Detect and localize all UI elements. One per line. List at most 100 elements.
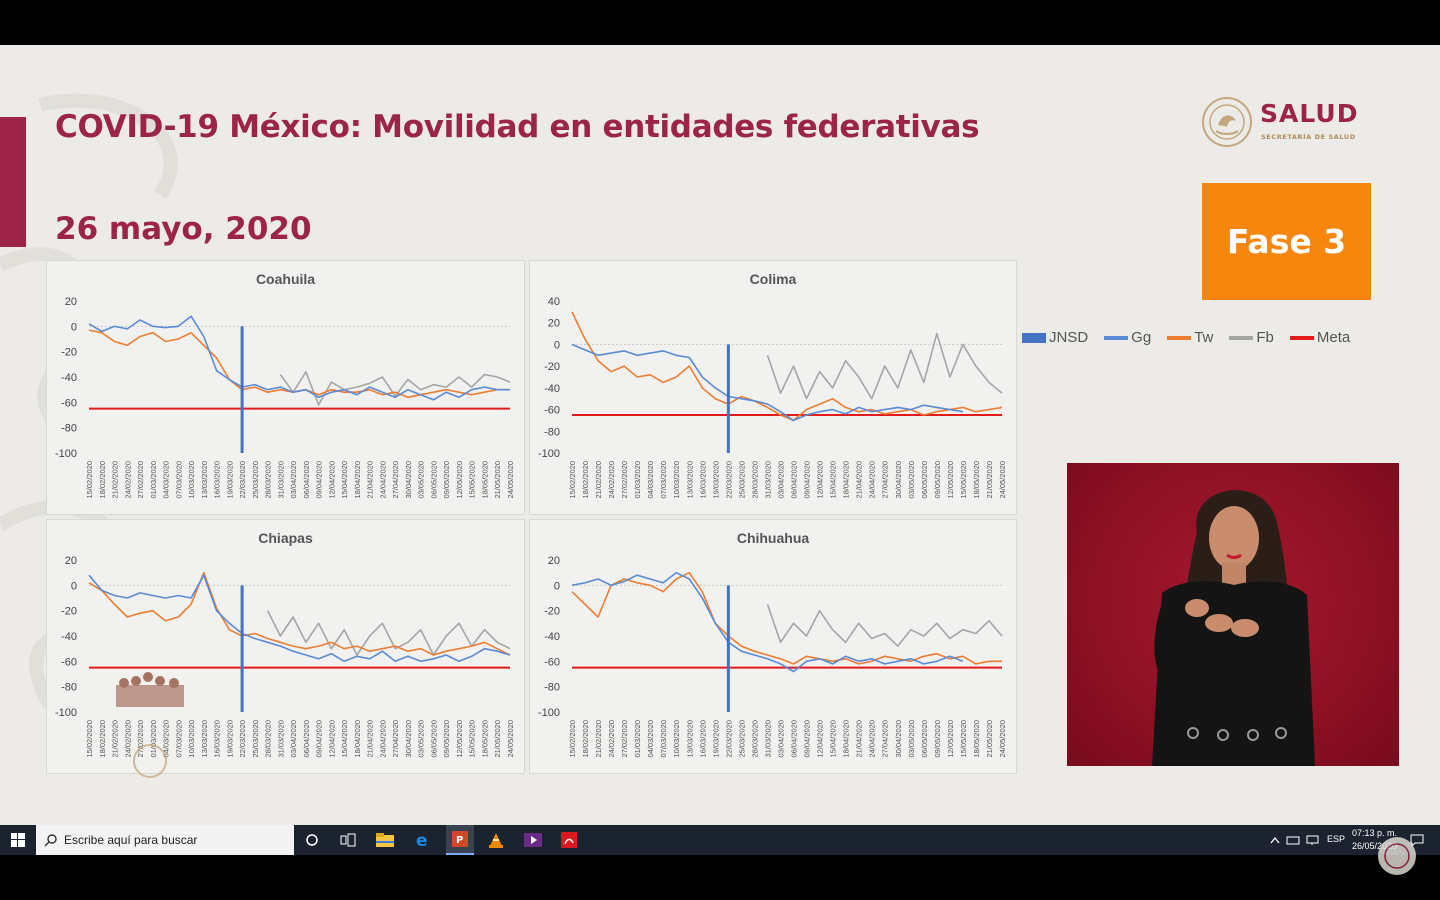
x-tick-label: 22/03/2020: [238, 720, 247, 758]
legend-swatch: [1167, 335, 1192, 340]
x-tick-label: 24/02/2020: [123, 720, 132, 758]
chart-title: Colima: [750, 271, 797, 287]
legend-label: Fb: [1256, 329, 1274, 346]
x-tick-label: 16/03/2020: [213, 720, 222, 758]
y-tick-label: 20: [65, 296, 77, 308]
line-chart: Chihuahua 20 0 -20 -40 -60 -80 -100 15/02/2020 18…: [538, 530, 1007, 758]
x-tick-label: 15/05/2020: [468, 720, 477, 758]
x-tick-label: 18/02/2020: [581, 461, 590, 499]
x-tick-label: 18/05/2020: [480, 720, 489, 758]
chevron-up-icon[interactable]: [1270, 836, 1280, 844]
x-tick-label: 16/03/2020: [698, 720, 707, 758]
acrobat-button[interactable]: [556, 825, 582, 855]
y-tick-label: -40: [544, 383, 560, 395]
y-tick-label: -80: [61, 682, 77, 694]
x-tick-label: 12/05/2020: [946, 720, 955, 758]
series-line-tw: [571, 311, 1003, 422]
monitor-icon[interactable]: [1306, 835, 1320, 845]
svg-text:P: P: [456, 835, 463, 846]
x-tick-label: 24/02/2020: [607, 720, 616, 758]
x-tick-label: 18/05/2020: [972, 461, 981, 499]
series-line-gg: [88, 315, 510, 401]
x-tick-label: 01/03/2020: [633, 461, 642, 499]
x-tick-label: 27/02/2020: [136, 461, 145, 499]
cortana-circle-icon: [306, 834, 318, 846]
x-tick-label: 15/04/2020: [829, 720, 838, 758]
x-tick-label: 19/03/2020: [711, 720, 720, 758]
y-tick-label: -100: [538, 448, 560, 460]
x-tick-label: 16/03/2020: [698, 461, 707, 499]
series-line-fb: [266, 610, 511, 656]
x-tick-label: 12/04/2020: [816, 461, 825, 499]
x-tick-label: 09/05/2020: [442, 720, 451, 758]
task-view-button[interactable]: [336, 825, 360, 855]
x-tick-label: 12/05/2020: [455, 461, 464, 499]
start-button[interactable]: [0, 825, 36, 855]
powerpoint-button[interactable]: P: [446, 825, 474, 855]
legend-item-meta: Meta: [1289, 329, 1351, 346]
y-tick-label: 0: [71, 321, 77, 333]
x-tick-label: 31/03/2020: [763, 720, 772, 758]
powerpoint-icon: P: [452, 831, 468, 847]
clock-date[interactable]: 26/05/2020: [1352, 841, 1398, 851]
series-line-tw: [571, 571, 1002, 665]
x-tick-label: 24/02/2020: [123, 461, 132, 499]
x-tick-label: 18/04/2020: [353, 461, 362, 499]
edge-browser-button[interactable]: e: [410, 825, 436, 855]
y-tick-label: -60: [544, 656, 560, 668]
svg-text:e: e: [416, 831, 428, 849]
y-tick-label: -60: [544, 405, 560, 417]
x-tick-label: 24/04/2020: [868, 461, 877, 499]
x-tick-label: 28/03/2020: [264, 720, 273, 758]
x-tick-label: 24/04/2020: [378, 720, 387, 758]
windows-logo-icon: [11, 833, 25, 847]
x-tick-label: 21/02/2020: [111, 720, 120, 758]
interpreter-figure: [1152, 490, 1315, 766]
x-tick-label: 15/04/2020: [340, 720, 349, 758]
legend-label: Tw: [1194, 329, 1214, 346]
x-tick-label: 27/04/2020: [881, 461, 890, 499]
chart-chiapas: Chiapas 20 0 -20 -40 -60 -80 -100 15/02/2020 18/0…: [46, 519, 525, 774]
x-tick-label: 24/04/2020: [868, 720, 877, 758]
line-chart: Chiapas 20 0 -20 -40 -60 -80 -100 15/02/2020 18/0…: [55, 530, 515, 758]
x-tick-label: 15/04/2020: [829, 461, 838, 499]
logo-name: SALUD: [1260, 99, 1359, 128]
file-explorer-button[interactable]: [372, 825, 398, 855]
legend-label: Meta: [1316, 329, 1351, 346]
logo-subtitle: SECRETARÍA DE SALUD: [1261, 133, 1356, 141]
clock-time[interactable]: 07:13 p. m.: [1352, 828, 1398, 838]
x-tick-label: 24/02/2020: [607, 461, 616, 499]
x-tick-label: 25/03/2020: [737, 720, 746, 758]
x-tick-label: 09/04/2020: [803, 720, 812, 758]
x-tick-label: 01/03/2020: [633, 720, 642, 758]
chart-colima: Colima 40 20 0 -20 -40 -60 -80 -100 15/02/2020 18/…: [529, 260, 1017, 515]
chart-legend: JNSD Gg Tw Fb Meta: [1022, 329, 1350, 346]
x-tick-label: 03/04/2020: [776, 461, 785, 499]
x-tick-label: 18/05/2020: [972, 720, 981, 758]
x-tick-label: 09/05/2020: [933, 720, 942, 758]
y-tick-label: -40: [61, 631, 77, 643]
cortana-button[interactable]: [300, 825, 324, 855]
taskbar-search-box[interactable]: Escribe aquí para buscar: [36, 825, 294, 855]
x-tick-label: 21/05/2020: [493, 461, 502, 499]
x-tick-label: 03/04/2020: [289, 720, 298, 758]
search-icon: [44, 834, 57, 847]
x-tick-label: 22/03/2020: [724, 461, 733, 499]
y-tick-label: -100: [55, 448, 77, 460]
notifications-icon[interactable]: [1410, 834, 1424, 846]
language-indicator[interactable]: ESP: [1327, 834, 1346, 844]
x-tick-label: 16/03/2020: [213, 461, 222, 499]
vlc-button[interactable]: [484, 825, 508, 855]
accent-bar: [0, 117, 26, 247]
x-tick-label: 15/02/2020: [568, 720, 577, 758]
network-icon[interactable]: [1286, 835, 1300, 845]
edge-icon: e: [416, 831, 428, 849]
x-tick-label: 19/03/2020: [225, 461, 234, 499]
x-tick-label: 09/04/2020: [315, 720, 324, 758]
x-tick-label: 27/04/2020: [391, 720, 400, 758]
series-line-gg: [88, 574, 511, 663]
x-tick-label: 12/04/2020: [816, 720, 825, 758]
media-player-button[interactable]: [520, 825, 546, 855]
x-tick-label: 25/03/2020: [251, 720, 260, 758]
x-tick-label: 06/05/2020: [920, 461, 929, 499]
